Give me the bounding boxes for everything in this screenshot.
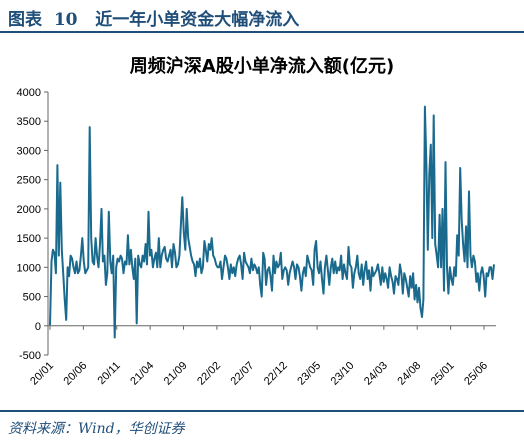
y-tick-label: 2000 [17, 204, 41, 216]
figure-caption: 图表 10 近一年小单资金大幅净流入 [8, 5, 299, 30]
y-tick-label: 1500 [17, 233, 41, 245]
y-axis: -500 0 500 1000 1500 2000 2500 3000 3500 4000 [17, 87, 49, 362]
y-tick-label: 4000 [17, 87, 41, 99]
series-line [49, 105, 495, 339]
source-rule [0, 410, 524, 412]
y-tick-label: 1000 [17, 262, 41, 274]
y-tick-label: 3000 [17, 145, 41, 157]
x-tick-label: 25/01 [429, 360, 457, 388]
x-tick-label: 22/02 [195, 360, 223, 388]
figure-label: 图表 [8, 10, 42, 30]
figure-caption-text: 近一年小单资金大幅净流入 [95, 10, 300, 30]
x-tick-label: 24/03 [362, 360, 390, 388]
x-tick-label: 24/08 [395, 360, 423, 388]
source-note: 资料来源：Wind，华创证券 [8, 421, 185, 437]
figure-number: 10 [53, 10, 78, 30]
chart-title: 周频沪深A股小单净流入额(亿元) [129, 56, 395, 77]
x-tick-label: 23/10 [329, 360, 357, 388]
y-tick-label: 0 [35, 321, 41, 333]
x-tick-label: 21/09 [162, 360, 190, 388]
y-tick-label: 2500 [17, 175, 41, 187]
header-rule [0, 31, 524, 33]
line-chart: -500 0 500 1000 1500 2000 2500 3000 3500 4000 20/… [17, 87, 496, 388]
y-tick-label: -500 [19, 350, 41, 362]
x-tick-label: 20/11 [96, 360, 123, 387]
x-tick-label: 25/06 [462, 360, 490, 388]
x-tick-label: 20/01 [28, 360, 56, 388]
series-layer [49, 105, 495, 339]
x-tick-label: 23/05 [295, 360, 323, 388]
x-tick-label: 20/06 [62, 360, 90, 388]
x-axis: 20/01 20/06 20/11 21/04 21/09 22/02 22/07 22/12… [28, 325, 496, 388]
figure-header: 图表 10 近一年小单资金大幅净流入 [0, 0, 524, 33]
x-tick-label: 22/07 [228, 360, 256, 388]
y-tick-label: 500 [23, 292, 41, 304]
y-tick-label: 3500 [17, 116, 41, 128]
x-tick-label: 22/12 [262, 360, 290, 388]
x-tick-label: 21/04 [128, 360, 156, 388]
